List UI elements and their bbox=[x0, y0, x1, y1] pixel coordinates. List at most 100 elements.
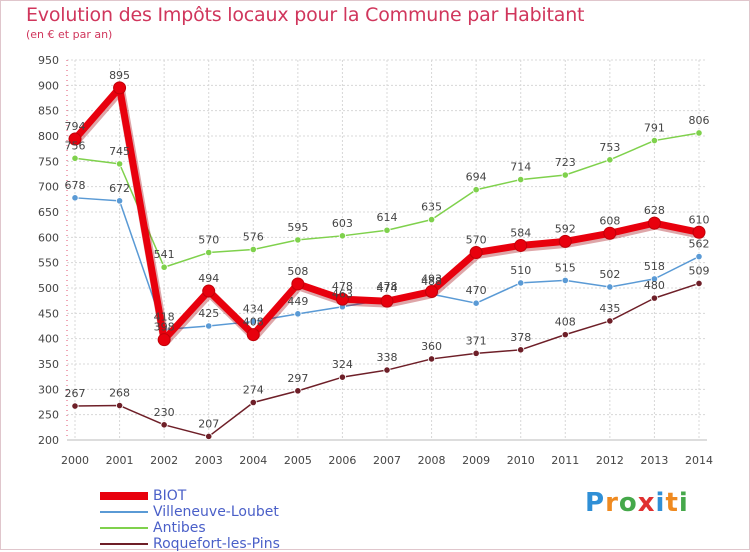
legend-item: Roquefort-les-Pins bbox=[100, 536, 340, 552]
data-label: 595 bbox=[287, 221, 308, 234]
data-point bbox=[517, 279, 525, 287]
y-tick-label: 850 bbox=[38, 105, 59, 118]
data-point bbox=[606, 283, 614, 291]
data-point bbox=[71, 194, 79, 202]
data-point bbox=[650, 136, 659, 145]
y-tick-label: 650 bbox=[38, 206, 59, 219]
data-label: 207 bbox=[198, 417, 219, 430]
brand-letter: t bbox=[665, 488, 679, 518]
data-point bbox=[558, 234, 572, 248]
y-tick-label: 800 bbox=[38, 130, 59, 143]
data-point bbox=[291, 277, 305, 291]
data-label: 425 bbox=[198, 307, 219, 320]
data-label: 628 bbox=[644, 204, 665, 217]
data-label: 714 bbox=[510, 161, 531, 174]
data-label: 570 bbox=[466, 234, 487, 247]
y-tick-label: 550 bbox=[38, 257, 59, 270]
data-label: 435 bbox=[599, 302, 620, 315]
data-label: 806 bbox=[689, 114, 710, 127]
data-label: 515 bbox=[555, 261, 576, 274]
data-label: 488 bbox=[421, 275, 442, 288]
data-point bbox=[469, 246, 483, 260]
y-tick-label: 350 bbox=[38, 358, 59, 371]
data-label: 502 bbox=[599, 268, 620, 281]
data-point bbox=[606, 156, 614, 164]
legend-label: Roquefort-les-Pins bbox=[153, 536, 280, 552]
y-tick-label: 200 bbox=[38, 434, 59, 447]
data-point bbox=[160, 421, 168, 429]
data-point bbox=[115, 197, 124, 205]
data-label: 518 bbox=[644, 260, 665, 273]
data-label: 371 bbox=[466, 334, 487, 347]
data-label: 463 bbox=[332, 288, 353, 301]
data-point bbox=[205, 248, 213, 257]
data-label: 562 bbox=[689, 238, 710, 251]
x-tick-label: 2008 bbox=[418, 454, 446, 467]
data-point bbox=[472, 186, 480, 194]
data-point bbox=[427, 355, 436, 363]
data-label: 478 bbox=[332, 280, 353, 293]
data-point bbox=[115, 401, 124, 410]
data-point bbox=[380, 294, 394, 308]
x-tick-label: 2013 bbox=[640, 454, 668, 467]
data-point bbox=[425, 285, 439, 299]
data-point bbox=[383, 226, 391, 234]
data-point bbox=[68, 132, 82, 146]
legend-item: Antibes bbox=[100, 520, 340, 536]
x-tick-label: 2009 bbox=[462, 454, 490, 467]
data-label: 230 bbox=[154, 406, 175, 419]
data-point bbox=[517, 346, 525, 354]
x-tick-label: 2000 bbox=[61, 454, 89, 467]
data-label: 635 bbox=[421, 201, 442, 214]
y-tick-label: 750 bbox=[38, 155, 59, 168]
y-tick-label: 450 bbox=[38, 307, 59, 320]
brand-letter: i bbox=[655, 488, 666, 518]
data-point bbox=[246, 328, 260, 342]
x-tick-label: 2012 bbox=[596, 454, 624, 467]
data-label: 474 bbox=[377, 282, 398, 295]
data-label: 268 bbox=[109, 387, 130, 400]
data-point bbox=[603, 226, 617, 240]
data-label: 408 bbox=[243, 316, 264, 329]
y-tick-label: 500 bbox=[38, 282, 59, 295]
data-point bbox=[205, 432, 213, 441]
data-label: 794 bbox=[65, 120, 86, 133]
data-label: 449 bbox=[287, 295, 308, 308]
data-label: 297 bbox=[287, 372, 308, 385]
data-point bbox=[695, 129, 703, 137]
x-tick-label: 2011 bbox=[551, 454, 579, 467]
brand-letter: x bbox=[637, 488, 656, 518]
chart-title: Evolution des Impôts locaux pour la Comm… bbox=[26, 4, 585, 26]
data-point bbox=[338, 373, 347, 381]
data-point bbox=[335, 292, 349, 306]
brand-letter: P bbox=[585, 488, 606, 518]
data-point bbox=[650, 294, 659, 302]
y-tick-label: 300 bbox=[38, 383, 59, 396]
brand-letter: i bbox=[678, 488, 689, 518]
legend-swatch bbox=[100, 527, 148, 529]
data-point bbox=[294, 310, 302, 318]
data-label: 267 bbox=[65, 387, 86, 400]
data-label: 584 bbox=[510, 226, 531, 239]
data-label: 478 bbox=[377, 280, 398, 293]
data-label: 418 bbox=[154, 311, 175, 324]
brand-letter: r bbox=[605, 488, 619, 518]
data-label: 541 bbox=[154, 248, 175, 261]
x-tick-label: 2006 bbox=[328, 454, 356, 467]
data-point bbox=[249, 317, 257, 326]
legend-label: Villeneuve-Loubet bbox=[153, 504, 279, 520]
data-point bbox=[561, 331, 569, 339]
data-label: 493 bbox=[421, 273, 442, 286]
data-point bbox=[561, 276, 569, 284]
data-point bbox=[115, 160, 124, 168]
data-point bbox=[71, 402, 79, 410]
data-label: 756 bbox=[65, 139, 86, 152]
x-tick-label: 2007 bbox=[373, 454, 401, 467]
data-point bbox=[692, 225, 706, 239]
data-label: 324 bbox=[332, 358, 353, 371]
proxiti-logo: Proxiti bbox=[585, 488, 689, 518]
data-point bbox=[427, 216, 436, 224]
data-point bbox=[472, 299, 480, 307]
data-point bbox=[383, 366, 391, 374]
